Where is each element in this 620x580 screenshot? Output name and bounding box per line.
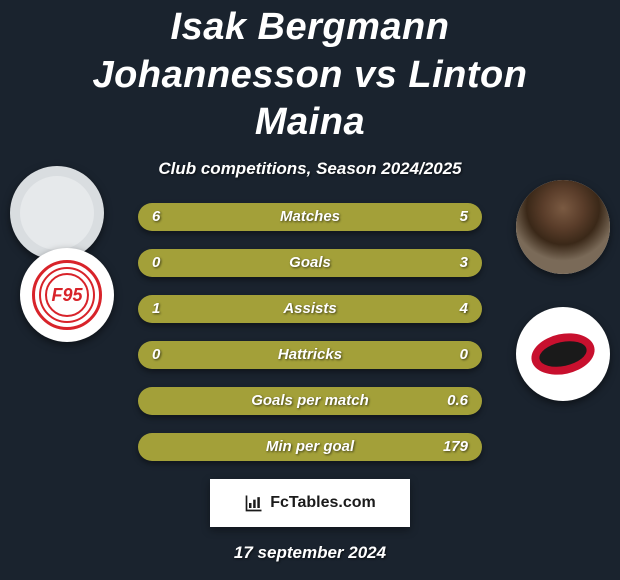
watermark: FcTables.com [210,479,410,527]
season-subtitle: Club competitions, Season 2024/2025 [0,159,620,179]
comparison-date: 17 september 2024 [0,543,620,563]
stat-right-value: 0 [460,341,468,369]
stat-label: Hattricks [138,341,482,369]
stat-label: Min per goal [138,433,482,461]
stat-bar-goals-per-match: Goals per match 0.6 [138,387,482,415]
stat-bar-hattricks: 0 Hattricks 0 [138,341,482,369]
player-left-avatar [10,166,104,260]
stat-label: Matches [138,203,482,231]
stat-right-value: 4 [460,295,468,323]
club-left-badge: F95 [20,248,114,342]
stat-right-value: 3 [460,249,468,277]
stat-right-value: 5 [460,203,468,231]
comparison-title: Isak Bergmann Johannesson vs Linton Main… [0,0,620,147]
stat-bar-min-per-goal: Min per goal 179 [138,433,482,461]
chart-icon [244,493,264,513]
club-right-logo-icon [528,319,598,389]
stat-right-value: 179 [443,433,468,461]
fortuna-logo-icon: F95 [32,260,102,330]
watermark-text: FcTables.com [270,494,376,512]
stat-bar-goals: 0 Goals 3 [138,249,482,277]
stat-right-value: 0.6 [447,387,468,415]
stat-label: Assists [138,295,482,323]
club-right-badge [516,307,610,401]
stat-label: Goals per match [138,387,482,415]
player-right-avatar [516,180,610,274]
stat-label: Goals [138,249,482,277]
stat-bar-assists: 1 Assists 4 [138,295,482,323]
stat-bar-matches: 6 Matches 5 [138,203,482,231]
